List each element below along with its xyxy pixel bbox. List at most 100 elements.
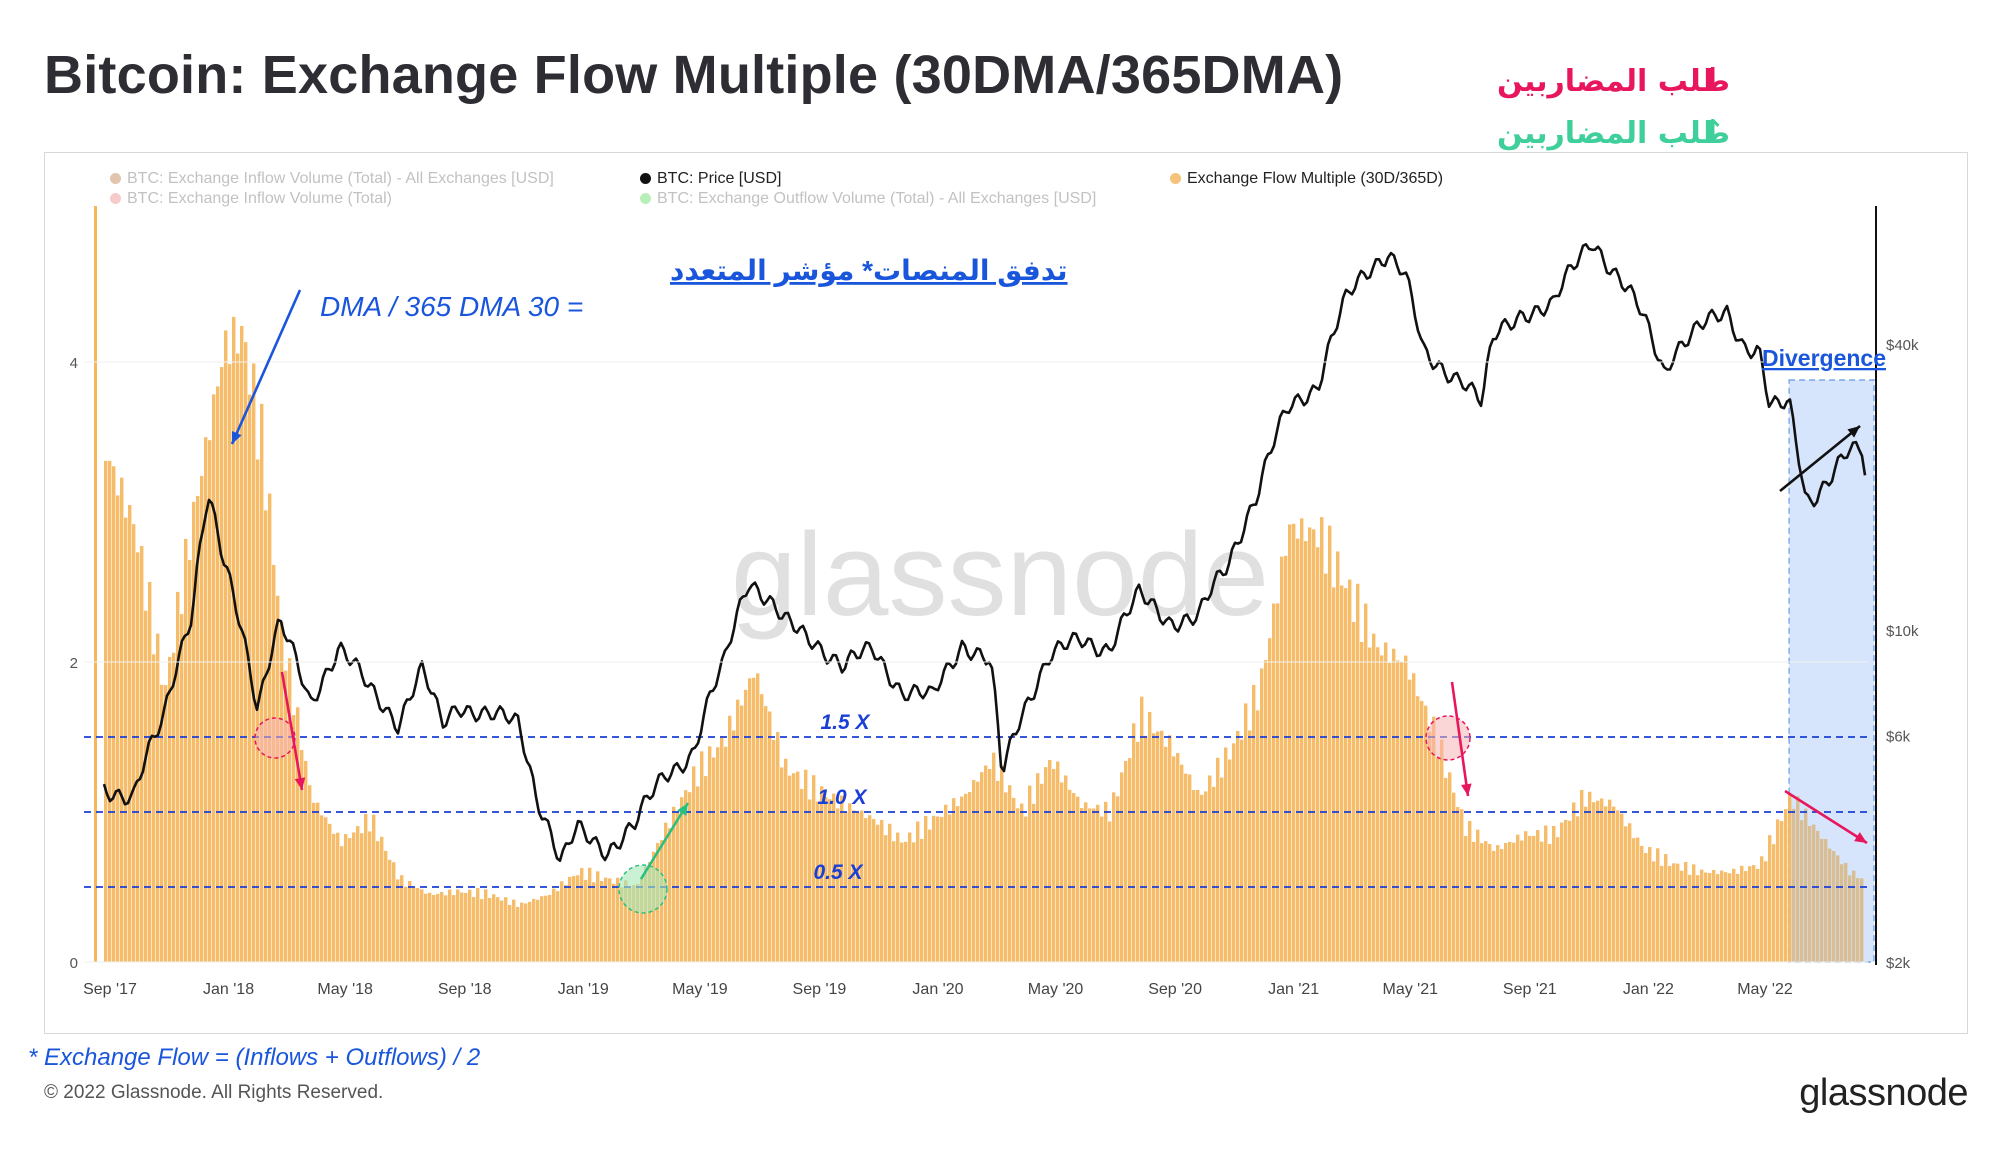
flow-multiple-bar [468,889,472,962]
flow-multiple-bar [112,466,116,962]
legend-item[interactable]: BTC: Exchange Outflow Volume (Total) - A… [640,190,1096,208]
flow-multiple-bar [1860,878,1864,962]
flow-multiple-bar [888,823,892,962]
flow-multiple-bar [1556,837,1560,962]
flow-multiple-bar [1524,831,1528,962]
flow-multiple-bar [1320,517,1324,962]
flow-multiple-bar [408,880,412,962]
x-tick-label: Jan '18 [203,981,254,998]
x-tick-label: May '20 [1028,981,1084,998]
flow-multiple-bar [304,760,308,962]
flow-multiple-bar [1160,730,1164,962]
flow-multiple-bar [156,633,160,962]
flow-multiple-bar [584,879,588,962]
flow-multiple-bar [608,878,612,962]
flow-multiple-bar [380,836,384,962]
flow-multiple-bar [808,799,812,962]
flow-multiple-bar [628,887,632,962]
buy-signal-marker [618,864,668,914]
flow-multiple-bar [464,892,468,962]
flow-multiple-bar [1608,799,1612,962]
flow-multiple-bar [120,477,124,962]
flow-multiple-bar [1324,573,1328,962]
flow-multiple-bar [972,780,976,962]
flow-multiple-bar [1268,638,1272,962]
flow-multiple-bar [528,901,532,962]
legend-item[interactable]: BTC: Exchange Inflow Volume (Total) - Al… [110,170,554,188]
flow-multiple-bar [1380,655,1384,962]
x-tick-label: Jan '22 [1623,981,1674,998]
divergence-label: Divergence [1762,345,1886,371]
flow-multiple-bar [772,740,776,962]
level-label: 1.5 X [820,711,871,734]
flow-multiple-bar [1000,765,1004,962]
speculator-demand-up-label: طلب المضاربين [1497,116,1730,151]
flow-multiple-bar [724,746,728,962]
flow-multiple-bar [580,868,584,962]
flow-multiple-bar [1460,809,1464,962]
flow-multiple-bar [1288,524,1292,962]
flow-multiple-bar [404,886,408,962]
flow-multiple-bar [184,538,188,962]
sell-arrow [1450,681,1470,797]
flow-multiple-bar [1056,761,1060,962]
flow-multiple-bar [792,773,796,962]
flow-multiple-bar [1520,840,1524,962]
flow-multiple-bar [1764,861,1768,962]
page-title: Bitcoin: Exchange Flow Multiple (30DMA/3… [44,45,1344,105]
flow-multiple-bar [1828,848,1832,962]
legend-label: BTC: Exchange Inflow Volume (Total) - Al… [127,170,554,187]
chart-annotations: تدفق المنصات* مؤشر المتعدد DMA / 365 DMA … [230,255,1886,914]
flow-multiple-bar [1100,816,1104,962]
flow-multiple-bar [932,815,936,962]
flow-multiple-bar [1732,868,1736,962]
flow-multiple-bar [1404,655,1408,962]
formula-label: DMA / 365 DMA 30 = [320,291,583,322]
legend-item[interactable]: Exchange Flow Multiple (30D/365D) [1170,170,1443,188]
flow-multiple-bar [548,894,552,962]
flow-multiple-bar [1052,769,1056,962]
flow-multiple-bar [188,560,192,962]
flow-multiple-bar [1784,809,1788,962]
flow-multiple-bar [1084,802,1088,962]
flow-multiple-bar [764,706,768,962]
flow-multiple-bar [1688,874,1692,962]
flow-multiple-bar [1452,792,1456,962]
flow-multiple-bar [940,816,944,962]
flow-multiple-bar [1780,821,1784,962]
flow-multiple-bar [1628,823,1632,962]
flow-multiple-bar [216,386,220,962]
flow-multiple-bar [1516,834,1520,962]
flow-multiple-bar [1164,746,1168,962]
flow-multiple-bar [1172,756,1176,962]
legend-item[interactable]: BTC: Exchange Inflow Volume (Total) [110,190,392,208]
flow-multiple-bar [1028,785,1032,962]
flow-multiple-bar [116,495,120,962]
flow-multiple-bar [372,814,376,962]
flow-multiple-bar [1256,710,1260,962]
flow-multiple-bar [868,815,872,962]
flow-multiple-bar [204,437,208,962]
flow-multiple-bar [1064,775,1068,962]
flow-multiple-bar [904,841,908,962]
flow-multiple-bar [1640,845,1644,962]
flow-multiple-bar [1464,836,1468,962]
flow-multiple-bar [1252,684,1256,962]
flow-multiple-bar [124,517,128,962]
flow-multiple-bar [776,731,780,962]
flow-multiple-bar [1748,866,1752,962]
flow-multiple-bar [1836,855,1840,962]
flow-multiple-bar [224,330,228,962]
legend-item[interactable]: BTC: Price [USD] [640,170,781,188]
flow-multiple-bar [1120,772,1124,962]
flow-multiple-bar [308,785,312,962]
flow-multiple-bar [436,893,440,962]
flow-multiple-bar [788,775,792,962]
flow-multiple-bar [996,780,1000,962]
flow-multiple-bar [752,677,756,962]
flow-multiple-bar [236,353,240,962]
flow-multiple-bar [1504,842,1508,962]
flow-multiple-bar [164,685,168,962]
flow-multiple-bar [1768,835,1772,962]
flow-multiple-bar [452,895,456,962]
